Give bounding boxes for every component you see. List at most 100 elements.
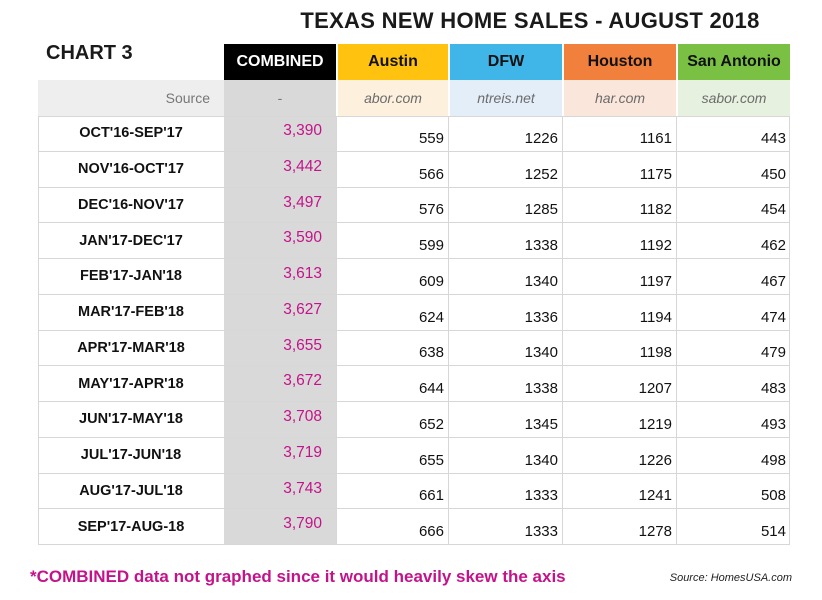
combined-value: 3,655: [224, 330, 336, 366]
san-antonio-value: 443: [760, 129, 786, 147]
table-row: JAN'17-DEC'17 3,590 599 1338 1192 462: [38, 223, 790, 259]
dfw-value: 1338: [524, 380, 558, 397]
period-label: NOV'16-OCT'17: [77, 161, 184, 178]
table-row: MAR'17-FEB'18 3,627 624 1336 1194 474: [38, 294, 790, 331]
houston-value: 1241: [638, 487, 672, 505]
dfw-value: 1340: [524, 272, 558, 290]
period-label: MAR'17-FEB'18: [77, 304, 184, 321]
data-table: OCT'16-SEP'17 3,390 559 1226 1161 443 NOV'16-O…: [38, 116, 790, 545]
dfw-value: 1333: [524, 523, 558, 540]
table-row: FEB'17-JAN'18 3,613 609 1340 1197 467: [38, 259, 790, 295]
table-row: OCT'16-SEP'17 3,390 559 1226 1161 443: [38, 116, 790, 152]
dfw-value: 1333: [524, 487, 558, 505]
san-antonio-value: 508: [760, 487, 786, 505]
header-austin: Austin: [338, 44, 448, 80]
period-label: OCT'16-SEP'17: [79, 125, 183, 142]
combined-value: 3,497: [224, 187, 336, 223]
combined-value: 3,590: [224, 223, 336, 258]
chart-number-label: CHART 3: [46, 42, 133, 64]
austin-value: 644: [418, 380, 444, 397]
chart-title: TEXAS NEW HOME SALES - AUGUST 2018: [300, 8, 760, 33]
table-row: JUN'17-MAY'18 3,708 652 1345 1219 493: [38, 402, 790, 438]
houston-value: 1226: [638, 451, 672, 469]
table-row: NOV'16-OCT'17 3,442 566 1252 1175 450: [38, 151, 790, 188]
houston-value: 1197: [639, 272, 672, 290]
period-label: JAN'17-DEC'17: [79, 232, 183, 249]
san-antonio-value: 493: [760, 415, 786, 433]
period-label: AUG'17-JUL'18: [79, 482, 183, 499]
period-label: DEC'16-NOV'17: [77, 196, 185, 213]
source-houston: har.com: [564, 80, 676, 116]
houston-value: 1194: [639, 308, 672, 326]
grid-divider: [336, 116, 337, 545]
austin-value: 624: [418, 308, 444, 326]
table-row: MAY'17-APR'18 3,672 644 1338 1207 483: [38, 366, 790, 402]
austin-value: 609: [418, 272, 444, 290]
san-antonio-value: 483: [760, 380, 786, 397]
table-row: JUL'17-JUN'18 3,719 655 1340 1226 498: [38, 437, 790, 474]
combined-value: 3,743: [224, 473, 336, 509]
austin-value: 576: [418, 201, 444, 219]
period-label: JUL'17-JUN'18: [80, 447, 182, 464]
san-antonio-value: 467: [760, 272, 786, 290]
houston-value: 1278: [638, 523, 672, 540]
san-antonio-value: 479: [760, 344, 786, 362]
header-san-antonio: San Antonio: [678, 44, 790, 80]
austin-value: 638: [418, 344, 444, 362]
grid-divider: [448, 116, 449, 545]
austin-value: 655: [418, 451, 444, 469]
dfw-value: 1340: [524, 344, 558, 362]
dfw-value: 1340: [524, 451, 558, 469]
austin-value: 661: [418, 487, 444, 505]
houston-value: 1219: [638, 415, 672, 433]
san-antonio-value: 454: [760, 201, 786, 219]
table-row: DEC'16-NOV'17 3,497 576 1285 1182 454: [38, 187, 790, 224]
dfw-value: 1285: [524, 201, 558, 219]
period-label: APR'17-MAR'18: [77, 339, 185, 356]
table-row: APR'17-MAR'18 3,655 638 1340 1198 479: [38, 330, 790, 367]
combined-value: 3,442: [224, 151, 336, 187]
table-row: AUG'17-JUL'18 3,743 661 1333 1241 508: [38, 473, 790, 510]
period-label: FEB'17-JAN'18: [80, 268, 182, 285]
houston-value: 1192: [639, 237, 672, 254]
dfw-value: 1226: [524, 129, 558, 147]
san-antonio-value: 462: [760, 237, 786, 254]
header-dfw: DFW: [450, 44, 562, 80]
source-dfw: ntreis.net: [450, 80, 562, 116]
austin-value: 652: [418, 415, 444, 433]
dfw-value: 1336: [524, 308, 558, 326]
san-antonio-value: 474: [760, 308, 786, 326]
combined-value: 3,613: [224, 259, 336, 294]
houston-value: 1182: [639, 201, 672, 219]
houston-value: 1207: [638, 380, 672, 397]
houston-value: 1161: [639, 129, 672, 147]
source-austin: abor.com: [338, 80, 448, 116]
period-label: JUN'17-MAY'18: [79, 411, 183, 428]
dfw-value: 1338: [524, 237, 558, 254]
san-antonio-value: 450: [760, 165, 786, 183]
dfw-value: 1252: [524, 165, 558, 183]
dfw-value: 1345: [524, 415, 558, 433]
source-row-label: Source: [38, 80, 224, 116]
austin-value: 666: [418, 523, 444, 540]
combined-value: 3,672: [224, 366, 336, 401]
houston-value: 1198: [639, 344, 672, 362]
source-combined: -: [224, 80, 336, 116]
source-san-antonio: sabor.com: [678, 80, 790, 116]
san-antonio-value: 498: [760, 451, 786, 469]
header-houston: Houston: [564, 44, 676, 80]
header-combined: COMBINED: [224, 44, 336, 80]
austin-value: 566: [418, 165, 444, 183]
footnote: *COMBINED data not graphed since it woul…: [30, 567, 566, 586]
table-row: SEP'17-AUG-18 3,790 666 1333 1278 514: [38, 509, 790, 545]
combined-value: 3,708: [224, 402, 336, 437]
source-note: Source: HomesUSA.com: [669, 572, 792, 584]
period-label: MAY'17-APR'18: [78, 375, 184, 392]
grid-divider: [676, 116, 677, 545]
period-label: SEP'17-AUG-18: [77, 518, 185, 535]
grid-divider: [562, 116, 563, 545]
combined-value: 3,390: [224, 116, 336, 151]
combined-value: 3,790: [224, 509, 336, 544]
austin-value: 559: [418, 129, 444, 147]
san-antonio-value: 514: [760, 523, 786, 540]
